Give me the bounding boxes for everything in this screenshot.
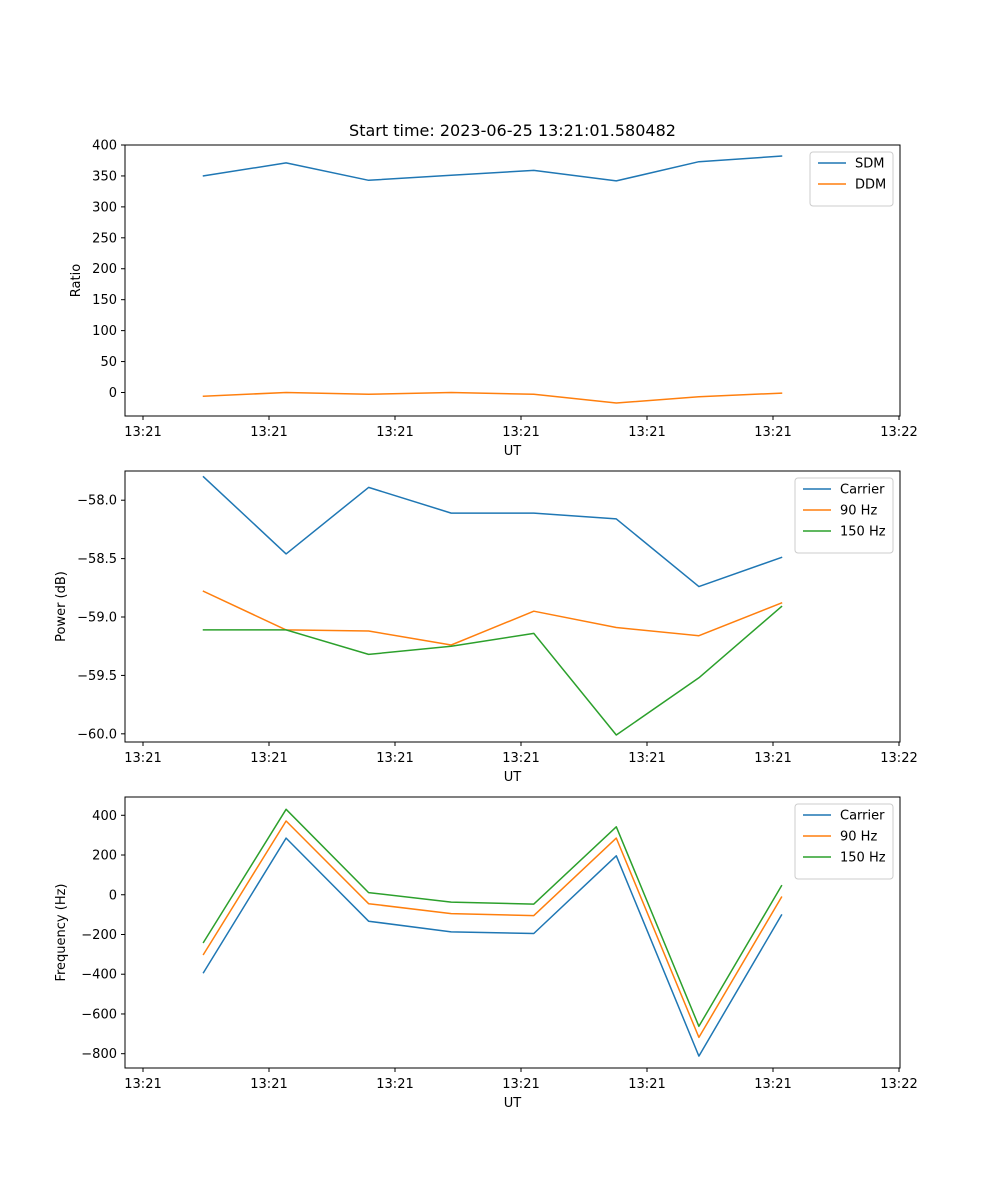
y-tick-label: −200 xyxy=(81,928,117,943)
x-tick-label: 13:21 xyxy=(628,425,665,440)
series-line-sdm xyxy=(202,155,783,182)
y-tick-label: 0 xyxy=(109,386,117,401)
x-tick-label: 13:21 xyxy=(754,425,791,440)
x-tick-label: 13:21 xyxy=(250,751,287,766)
x-tick-label: 13:21 xyxy=(376,751,413,766)
legend-label: 150 Hz xyxy=(840,851,886,866)
x-tick-label: 13:21 xyxy=(124,425,161,440)
y-tick-label: 0 xyxy=(109,888,117,903)
legend-box xyxy=(809,151,894,207)
series-line-150-hz xyxy=(202,808,783,1028)
x-tick-label: 13:21 xyxy=(754,1077,791,1092)
x-tick-label: 13:21 xyxy=(376,425,413,440)
y-tick-label: 400 xyxy=(92,809,117,824)
y-tick-label: 200 xyxy=(92,262,117,277)
subplot-1: 13:21 13:21 13:21 13:21 13:21 13:21 13:22 0 50 10… xyxy=(69,139,918,460)
x-tick-label: 13:21 xyxy=(754,751,791,766)
x-tick-label: 13:21 xyxy=(124,751,161,766)
plot-frame xyxy=(124,144,901,417)
y-tick-label: −400 xyxy=(81,968,117,983)
x-tick-label: 13:22 xyxy=(880,1077,917,1092)
legend-box xyxy=(794,803,894,880)
y-tick-label: 50 xyxy=(100,355,117,370)
y-tick-label: −58.5 xyxy=(77,552,117,567)
legend-label: DDM xyxy=(855,178,886,193)
y-tick-label: −59.0 xyxy=(77,611,117,626)
y-tick-label: 150 xyxy=(92,293,117,308)
legend: SDM DDM xyxy=(809,151,894,207)
series-line-carrier xyxy=(202,837,783,1057)
series-line-90-hz xyxy=(202,590,783,646)
legend-box xyxy=(794,477,894,554)
x-tick-label: 13:21 xyxy=(124,1077,161,1092)
x-axis-label: UT xyxy=(504,770,522,785)
legend: Carrier 90 Hz 150 Hz xyxy=(794,477,894,554)
y-tick-label: −800 xyxy=(81,1047,117,1062)
x-tick-label: 13:21 xyxy=(628,1077,665,1092)
y-tick-label: −58.0 xyxy=(77,494,117,509)
x-tick-label: 13:21 xyxy=(502,1077,539,1092)
series-line-carrier xyxy=(202,475,783,588)
y-tick-label: 200 xyxy=(92,849,117,864)
x-tick-label: 13:22 xyxy=(880,425,917,440)
y-tick-label: −600 xyxy=(81,1007,117,1022)
series-line-150-hz xyxy=(202,605,783,736)
legend: Carrier 90 Hz 150 Hz xyxy=(794,803,894,880)
subplot-3: 13:21 13:21 13:21 13:21 13:21 13:21 13:22 400 20… xyxy=(54,796,918,1111)
subplot-2: 13:21 13:21 13:21 13:21 13:21 13:21 13:22 −58.0… xyxy=(54,470,918,785)
y-tick-label: 400 xyxy=(92,139,117,154)
plot-frame xyxy=(124,796,901,1069)
x-tick-label: 13:21 xyxy=(502,425,539,440)
x-tick-label: 13:21 xyxy=(250,1077,287,1092)
y-tick-label: 100 xyxy=(92,324,117,339)
legend-label: 150 Hz xyxy=(840,525,886,540)
series-line-ddm xyxy=(202,391,783,404)
plot-frame xyxy=(124,470,901,743)
y-tick-label: −59.5 xyxy=(77,669,117,684)
legend-label: 90 Hz xyxy=(840,830,877,845)
y-axis-label: Power (dB) xyxy=(54,571,69,642)
legend-label: Carrier xyxy=(840,483,885,498)
series-line-90-hz xyxy=(202,820,783,1039)
x-tick-label: 13:22 xyxy=(880,751,917,766)
y-tick-label: 300 xyxy=(92,200,117,215)
legend-label: 90 Hz xyxy=(840,504,877,519)
x-tick-label: 13:21 xyxy=(376,1077,413,1092)
y-tick-label: 250 xyxy=(92,231,117,246)
legend-label: SDM xyxy=(855,157,884,172)
y-axis-label: Ratio xyxy=(69,264,84,297)
y-tick-label: 350 xyxy=(92,169,117,184)
x-tick-label: 13:21 xyxy=(250,425,287,440)
y-axis-label: Frequency (Hz) xyxy=(54,883,69,981)
x-tick-label: 13:21 xyxy=(628,751,665,766)
figure-title: Start time: 2023-06-25 13:21:01.580482 xyxy=(349,121,676,140)
legend-label: Carrier xyxy=(840,809,885,824)
x-axis-label: UT xyxy=(504,1096,522,1111)
x-tick-label: 13:21 xyxy=(502,751,539,766)
x-axis-label: UT xyxy=(504,444,522,459)
y-tick-label: −60.0 xyxy=(77,727,117,742)
